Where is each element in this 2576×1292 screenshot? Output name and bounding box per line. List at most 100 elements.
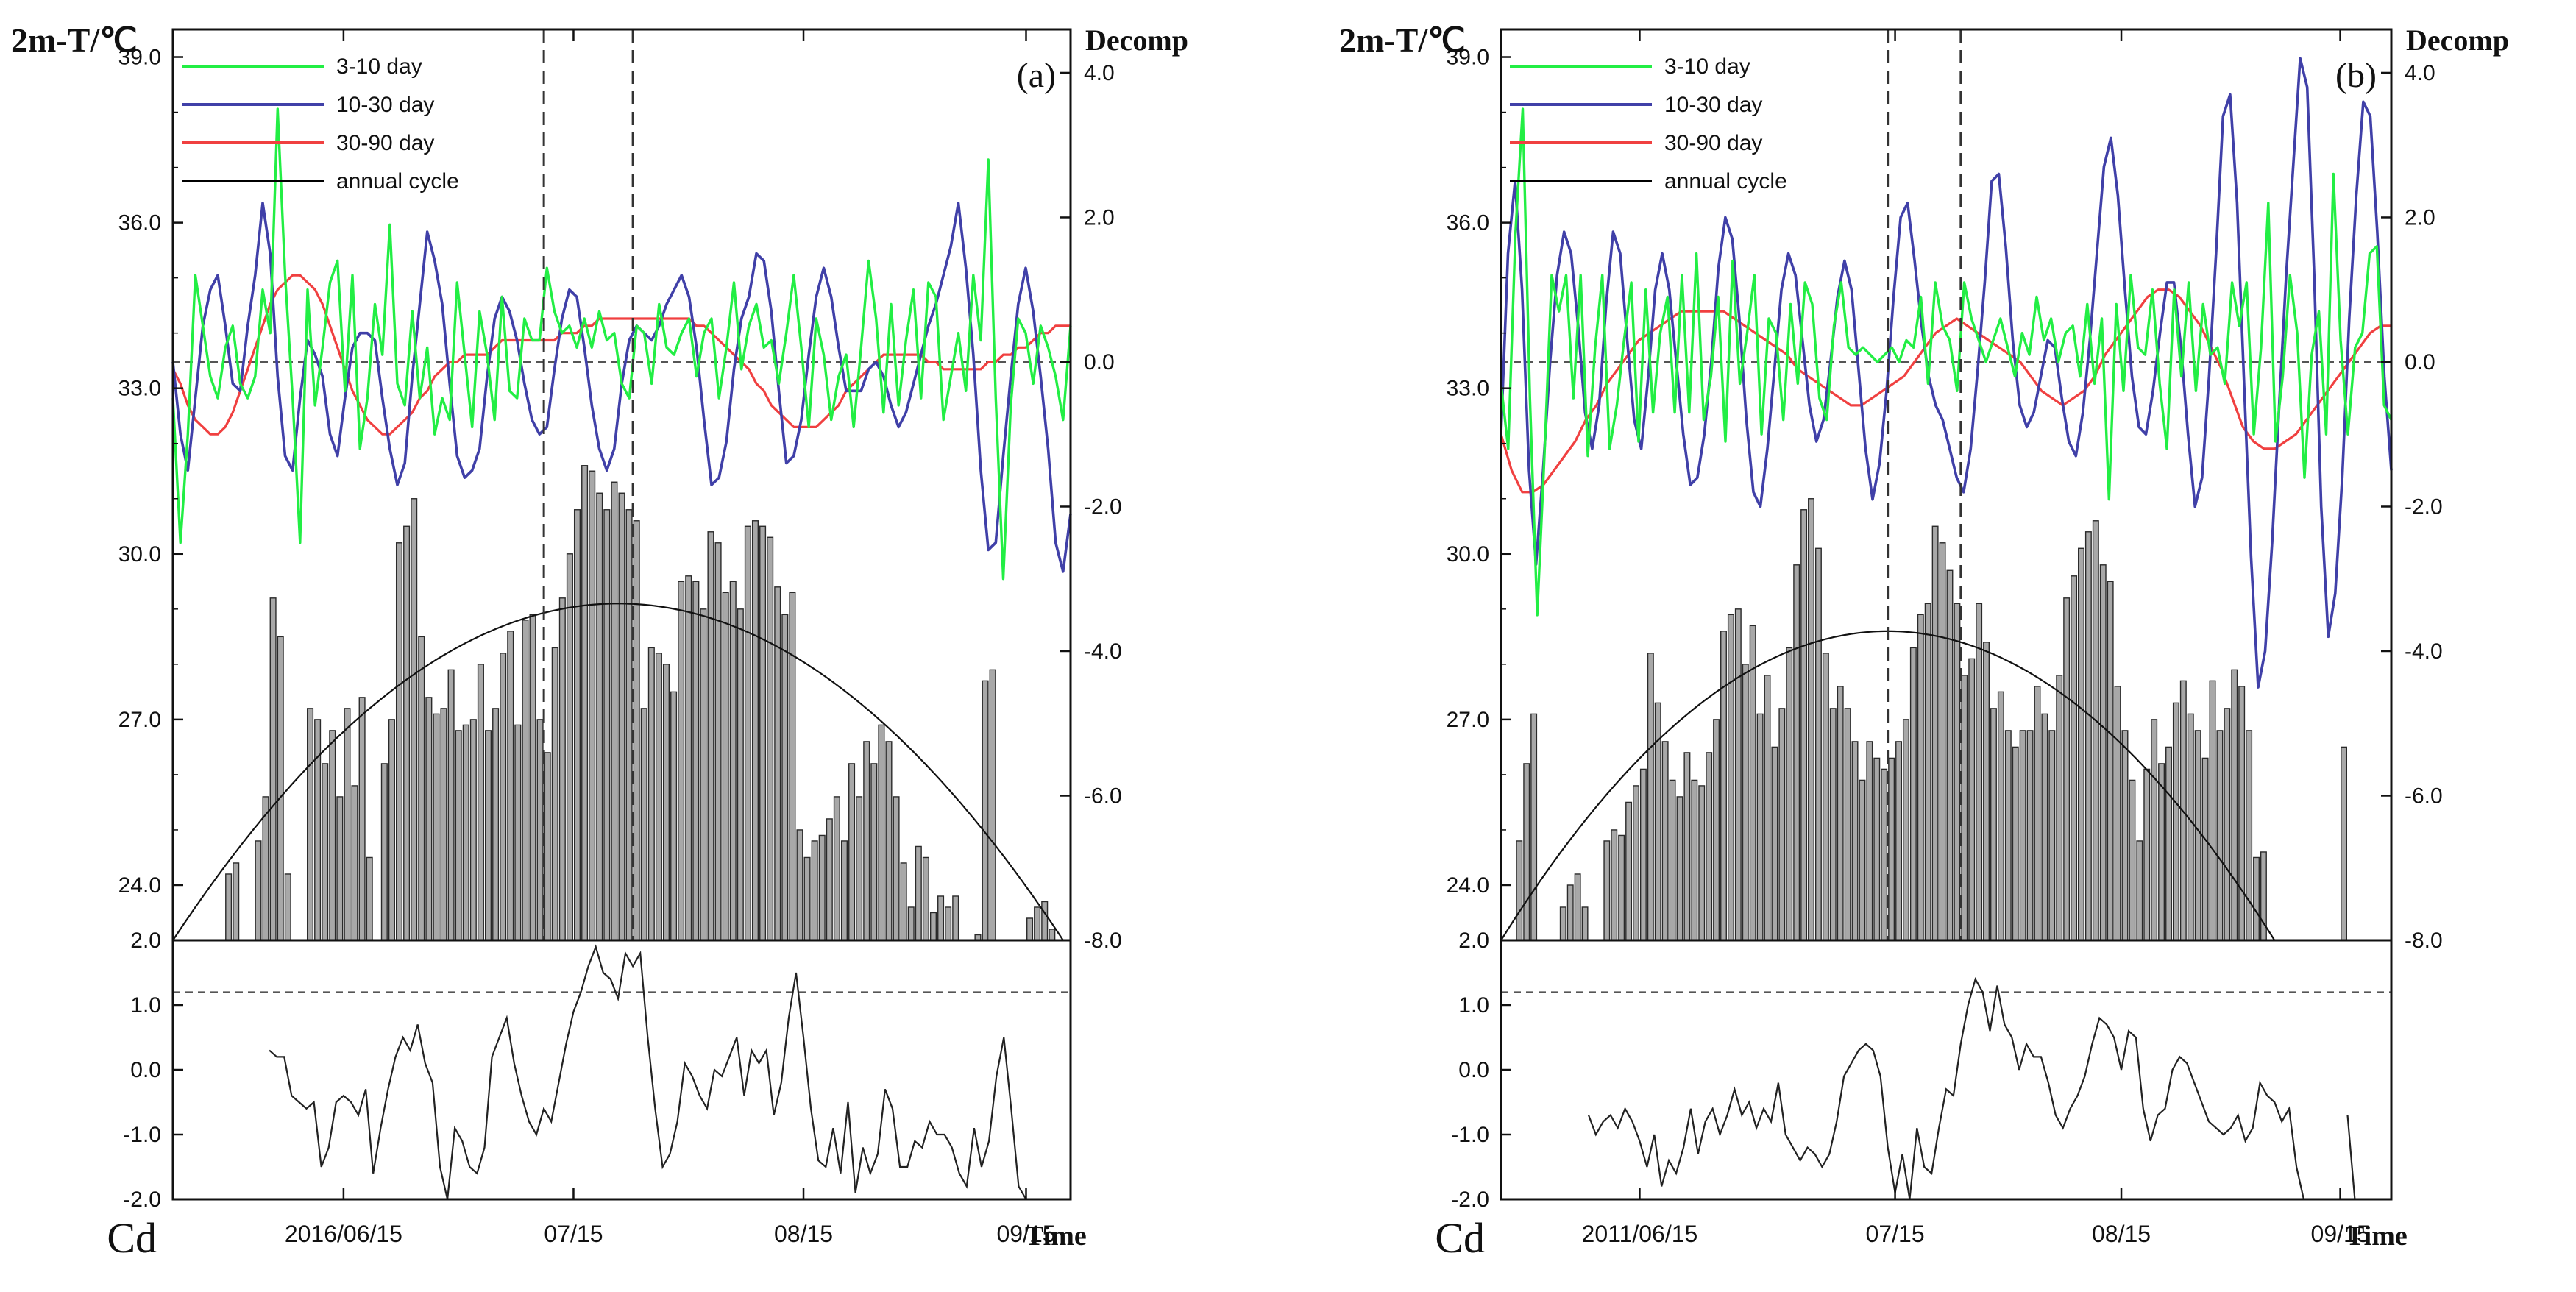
temperature-bar — [1603, 840, 1611, 941]
legend-label: annual cycle — [336, 169, 459, 194]
temperature-bar — [1706, 752, 1713, 941]
temperature-bar — [277, 636, 284, 941]
temperature-bar — [603, 509, 611, 941]
temperature-bar — [937, 895, 945, 941]
temperature-bar — [1954, 603, 1961, 941]
lower-tick-label: -1.0 — [123, 1123, 161, 1147]
temperature-bar — [255, 840, 262, 941]
right-tick-label: -6.0 — [1084, 784, 1122, 808]
temperature-bar — [1742, 664, 1749, 941]
temperature-bar — [982, 680, 989, 941]
temperature-bar — [1844, 708, 1851, 941]
x-tick-label: 07/15 — [544, 1221, 603, 1247]
temperature-bar — [1786, 647, 1793, 941]
lower-tick-label: 2.0 — [130, 929, 161, 953]
left-tick-label: 33.0 — [1447, 377, 1489, 401]
temperature-bar — [2092, 520, 2099, 941]
lower-tick-label: 1.0 — [1458, 993, 1489, 1018]
legend-label: annual cycle — [1664, 169, 1787, 194]
temperature-bar — [477, 664, 484, 941]
temperature-bar — [1764, 675, 1771, 941]
temperature-bar — [900, 862, 907, 941]
temperature-bar — [558, 597, 566, 941]
temperature-bar — [893, 796, 900, 941]
temperature-bar — [907, 906, 915, 941]
temperature-bar — [1895, 741, 1903, 941]
temperature-bar — [589, 470, 596, 941]
temperature-bar — [2165, 746, 2172, 941]
left-tick-label: 27.0 — [118, 708, 161, 732]
series-3-10-day-line — [1500, 107, 2393, 617]
temperature-bar — [2048, 730, 2056, 941]
temperature-bar — [2158, 763, 2165, 941]
temperature-bar — [1793, 564, 1800, 941]
temperature-bar — [611, 481, 618, 941]
temperature-bar — [344, 708, 351, 941]
temperature-bar — [2034, 686, 2041, 941]
temperature-bar — [1931, 525, 1939, 941]
temperature-bar — [1756, 713, 1764, 941]
temperature-bar — [1946, 569, 1954, 941]
temperature-bar — [2187, 713, 2194, 941]
legend-label: 30-90 day — [1664, 131, 1762, 155]
temperature-bar — [1639, 768, 1647, 941]
temperature-bar — [284, 873, 291, 941]
temperature-bar — [1771, 746, 1778, 941]
temperature-bar — [225, 873, 233, 941]
temperature-bar — [2224, 708, 2231, 941]
temperature-bar — [358, 697, 366, 941]
temperature-bar — [322, 763, 329, 941]
temperature-bar — [500, 653, 507, 941]
lower-tick-label: -1.0 — [1451, 1123, 1489, 1147]
temperature-bar — [536, 719, 544, 941]
temperature-bar — [433, 713, 440, 941]
temperature-bar — [856, 796, 863, 941]
temperature-bar — [403, 525, 411, 941]
lower-tick-label: -2.0 — [123, 1188, 161, 1212]
temperature-bar — [1647, 653, 1654, 941]
left-tick-label: 39.0 — [118, 46, 161, 70]
temperature-bar — [492, 708, 500, 941]
panel-b: 24.0 27.0 30.0 33.0 36.0 39.0 -8.0 -6.0 -4.0 -2.0… — [1339, 21, 2509, 1262]
temperature-bar — [1917, 614, 1924, 941]
temperature-bar — [692, 581, 700, 941]
temperature-bar — [2071, 575, 2078, 941]
temperature-bar — [2143, 768, 2151, 941]
temperature-bar — [722, 592, 729, 941]
temperature-bar — [826, 818, 833, 941]
temperature-bar — [2172, 702, 2179, 941]
temperature-bar — [2056, 675, 2063, 941]
temperature-bar — [878, 724, 885, 941]
panel-label: (a) — [1017, 56, 1056, 95]
temperature-bar — [2063, 597, 2071, 941]
temperature-bar — [388, 719, 395, 941]
temperature-bar — [2136, 840, 2143, 941]
temperature-bar — [2129, 779, 2136, 941]
temperature-bar — [1968, 658, 1976, 941]
temperature-bar — [1881, 768, 1888, 941]
x-tick-label: 08/15 — [774, 1221, 833, 1247]
temperature-bar — [581, 465, 589, 941]
temperature-bar — [314, 719, 322, 941]
temperature-bar — [551, 647, 558, 941]
lower-plot-frame — [1500, 939, 2393, 1201]
temperature-bar — [759, 525, 767, 941]
x-tick-label: 2016/06/15 — [285, 1221, 402, 1247]
temperature-bar — [336, 796, 344, 941]
legend-label: 10-30 day — [336, 93, 434, 117]
temperature-bar — [655, 653, 662, 941]
right-tick-label: 2.0 — [2405, 205, 2435, 230]
annual-cycle-line — [172, 603, 1064, 941]
temperature-bar — [2216, 730, 2224, 941]
legend-label: 3-10 day — [1664, 54, 1750, 79]
temperature-bar — [729, 581, 737, 941]
right-tick-label: 0.0 — [2405, 350, 2435, 375]
left-axis-title: 2m-T/℃ — [1339, 21, 1466, 59]
temperature-bar — [2019, 730, 2026, 941]
temperature-bar — [1049, 929, 1056, 941]
temperature-bar — [514, 724, 522, 941]
temperature-bar — [737, 608, 744, 941]
legend-label: 3-10 day — [336, 54, 422, 79]
panel-label: (b) — [2335, 56, 2377, 95]
